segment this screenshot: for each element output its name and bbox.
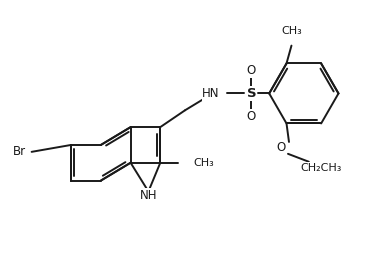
Text: O: O — [247, 64, 256, 77]
Text: CH₂CH₃: CH₂CH₃ — [300, 163, 341, 173]
Text: CH₃: CH₃ — [193, 158, 214, 168]
Text: CH₃: CH₃ — [281, 26, 302, 36]
Text: O: O — [247, 110, 256, 123]
Text: Br: Br — [13, 145, 26, 158]
Text: O: O — [276, 141, 286, 154]
Text: HN: HN — [202, 87, 220, 100]
Text: S: S — [247, 87, 256, 100]
Text: NH: NH — [140, 189, 157, 202]
